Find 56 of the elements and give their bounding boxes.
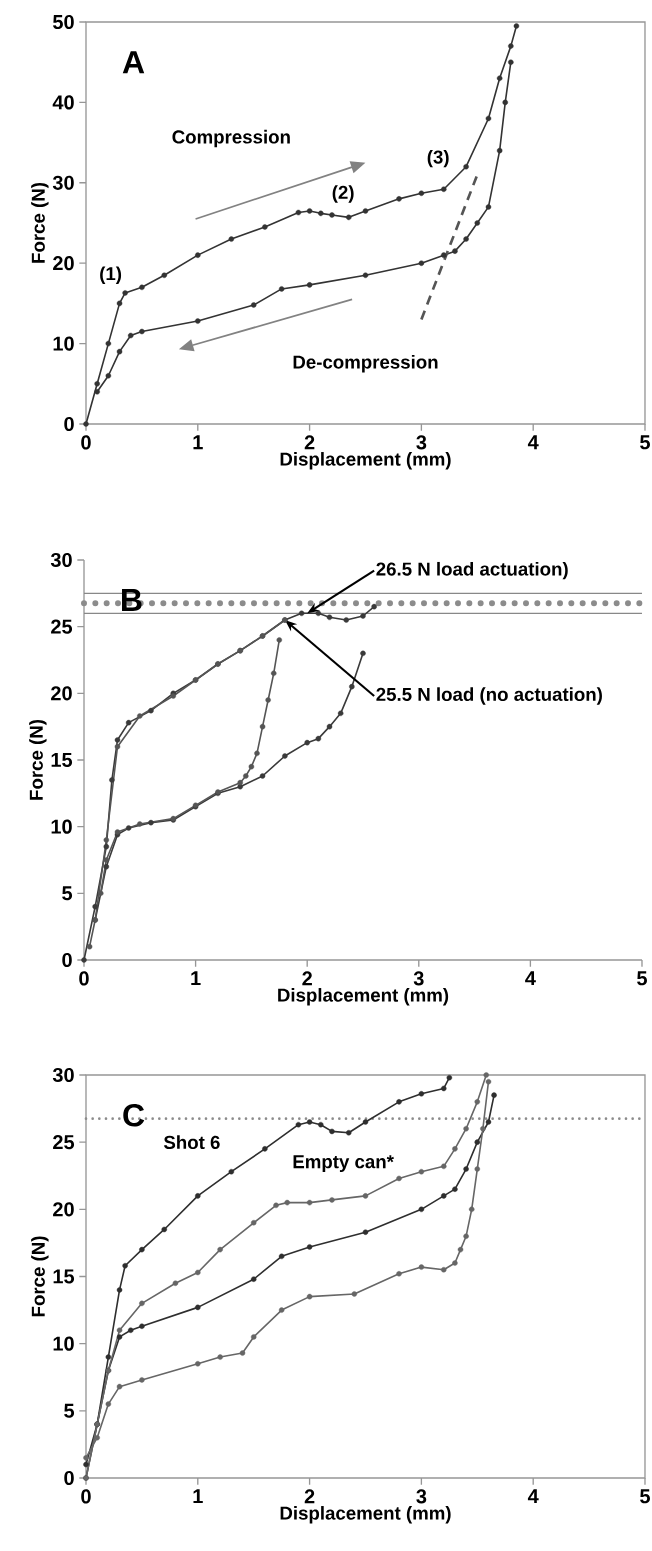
annotation: Compression xyxy=(172,129,290,148)
y-tick-label: 25 xyxy=(53,1135,75,1150)
text: A xyxy=(122,51,145,74)
x-tick-label: 3 xyxy=(416,1489,427,1504)
y-axis-title: Force (N) xyxy=(29,719,47,800)
y-tick-label: 25 xyxy=(51,619,73,634)
x-tick-label: 0 xyxy=(81,1489,91,1504)
y-tick-label: 20 xyxy=(51,686,72,701)
x-tick-label: 5 xyxy=(637,971,647,986)
x-tick-label: 2 xyxy=(302,971,312,986)
y-tick-label: 0 xyxy=(64,1470,74,1486)
y-tick-label: 10 xyxy=(53,1336,74,1351)
x-tick-label: 0 xyxy=(81,435,91,450)
x-tick-label: 4 xyxy=(527,435,539,450)
y-tick-label: 0 xyxy=(62,952,72,968)
y-tick-label: 0 xyxy=(64,416,74,432)
x-tick-label: 5 xyxy=(640,1489,650,1504)
annotation: (3) xyxy=(427,149,449,168)
y-tick-label: 15 xyxy=(51,753,73,767)
x-tick-label: 1 xyxy=(191,971,201,986)
y-tick-label: 5 xyxy=(62,886,73,901)
y-tick-label: 10 xyxy=(53,336,74,351)
x-tick-label: 2 xyxy=(304,435,315,450)
y-tick-label: 15 xyxy=(53,1269,75,1284)
y-tick-label: 30 xyxy=(52,1067,74,1083)
annotation: 26.5 N load actuation) xyxy=(376,561,568,580)
y-tick-label: 30 xyxy=(52,175,74,190)
x-axis-title: Displacement (mm) xyxy=(280,1506,451,1524)
x-tick-label: 0 xyxy=(79,971,89,986)
y-tick-label: 10 xyxy=(51,819,72,834)
y-tick-label: 5 xyxy=(64,1403,75,1418)
x-axis-title: Displacement (mm) xyxy=(280,452,451,470)
text: C xyxy=(123,1103,145,1127)
annotation: Shot 6 xyxy=(163,1135,220,1150)
x-tick-label: 4 xyxy=(525,971,536,986)
x-tick-label: 5 xyxy=(640,435,650,450)
x-axis-title: Displacement (mm) xyxy=(278,988,449,1006)
text: B xyxy=(122,588,142,611)
x-tick-label: 1 xyxy=(193,1489,203,1504)
y-tick-label: 40 xyxy=(52,95,74,110)
x-tick-label: 2 xyxy=(304,1489,315,1504)
x-tick-label: 4 xyxy=(527,1489,539,1504)
annotation: (1) xyxy=(100,266,122,284)
annotation: (2) xyxy=(332,185,354,203)
y-tick-label: 20 xyxy=(53,1202,74,1217)
y-tick-label: 20 xyxy=(53,256,74,271)
annotation: 25.5 N load (no actuation) xyxy=(376,687,602,705)
x-tick-label: 3 xyxy=(413,971,424,986)
annotation: De-compression xyxy=(293,354,438,373)
y-tick-label: 50 xyxy=(52,14,74,30)
y-axis-title: Force (N) xyxy=(31,1236,49,1317)
annotation: Empty can* xyxy=(293,1155,394,1172)
y-tick-label: 30 xyxy=(50,552,72,568)
y-axis-title: Force (N) xyxy=(31,182,49,263)
x-tick-label: 1 xyxy=(193,435,203,450)
x-tick-label: 3 xyxy=(416,435,427,450)
